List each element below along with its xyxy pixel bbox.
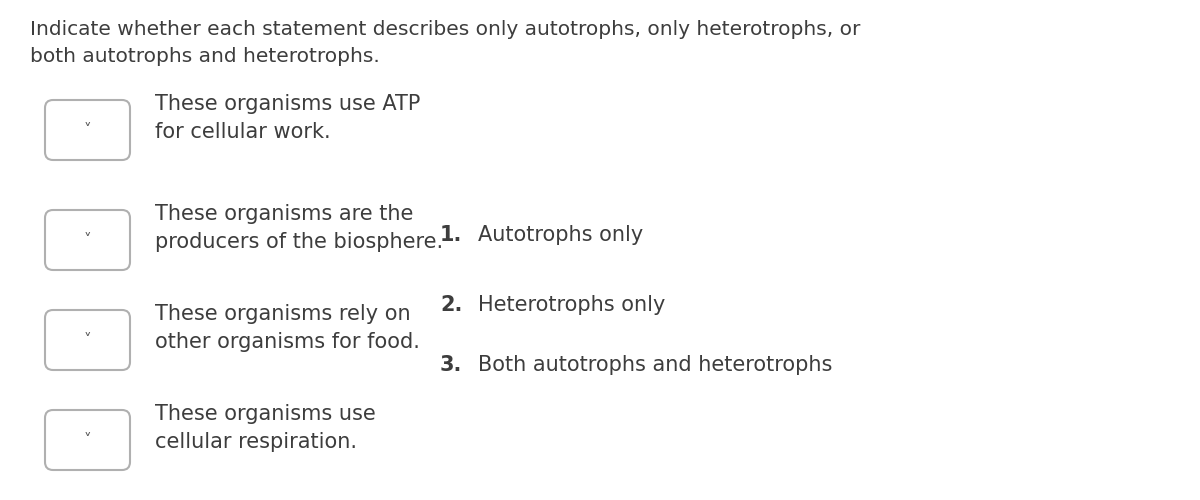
Text: Autotrophs only: Autotrophs only bbox=[478, 225, 643, 245]
Text: These organisms use ATP
for cellular work.: These organisms use ATP for cellular wor… bbox=[155, 94, 420, 142]
Text: 1.: 1. bbox=[440, 225, 462, 245]
Text: ˅: ˅ bbox=[84, 432, 91, 448]
Text: 2.: 2. bbox=[440, 295, 462, 315]
Text: Heterotrophs only: Heterotrophs only bbox=[478, 295, 665, 315]
Text: These organisms are the
producers of the biosphere.: These organisms are the producers of the… bbox=[155, 204, 443, 252]
FancyBboxPatch shape bbox=[46, 100, 130, 160]
FancyBboxPatch shape bbox=[46, 310, 130, 370]
Text: Both autotrophs and heterotrophs: Both autotrophs and heterotrophs bbox=[478, 355, 833, 375]
Text: ˅: ˅ bbox=[84, 332, 91, 347]
Text: 3.: 3. bbox=[440, 355, 462, 375]
FancyBboxPatch shape bbox=[46, 210, 130, 270]
Text: Indicate whether each statement describes only autotrophs, only heterotrophs, or: Indicate whether each statement describe… bbox=[30, 20, 860, 66]
Text: ˅: ˅ bbox=[84, 122, 91, 138]
Text: ˅: ˅ bbox=[84, 232, 91, 248]
Text: These organisms use
cellular respiration.: These organisms use cellular respiration… bbox=[155, 404, 376, 452]
FancyBboxPatch shape bbox=[46, 410, 130, 470]
Text: These organisms rely on
other organisms for food.: These organisms rely on other organisms … bbox=[155, 304, 420, 352]
